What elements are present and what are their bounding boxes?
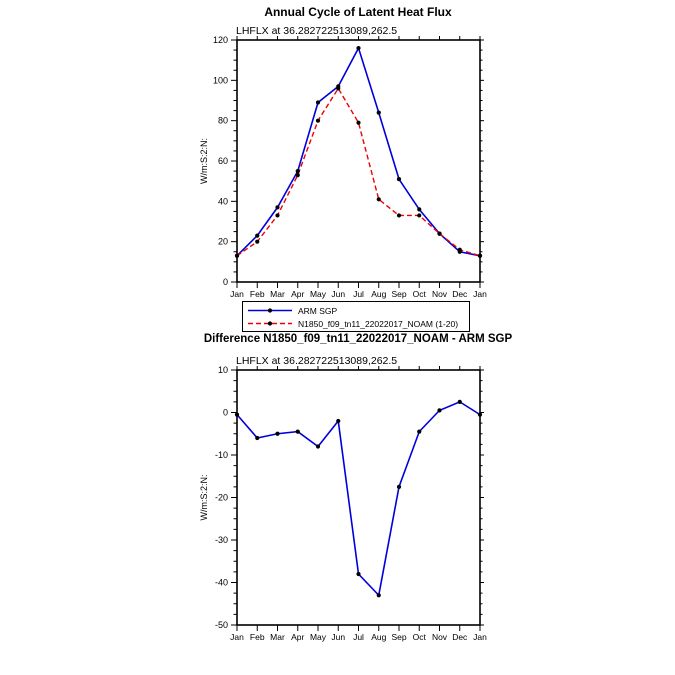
- svg-text:20: 20: [218, 237, 228, 247]
- svg-text:0: 0: [223, 408, 228, 418]
- svg-text:Jun: Jun: [331, 289, 345, 299]
- svg-text:Feb: Feb: [250, 632, 265, 642]
- top-chart-title: Annual Cycle of Latent Heat Flux: [264, 5, 452, 19]
- svg-text:60: 60: [218, 156, 228, 166]
- svg-text:Dec: Dec: [452, 632, 468, 642]
- svg-text:Jul: Jul: [353, 289, 364, 299]
- top-chart-plot: 0 20 40 60 80 100 120 Jan Feb Mar Apr May Jun Jul Aug S…: [199, 35, 487, 299]
- svg-text:Apr: Apr: [291, 289, 304, 299]
- svg-text:Sep: Sep: [391, 632, 406, 642]
- legend-item-model: N1850_f09_tn11_22022017_NOAM (1-20): [247, 317, 469, 330]
- svg-text:Nov: Nov: [432, 289, 448, 299]
- bottom-chart-plot: -50 -40 -30 -20 -10 0 10 Jan Feb Mar Apr May Jun Jul A…: [199, 365, 487, 642]
- svg-text:Sep: Sep: [391, 289, 406, 299]
- svg-text:W/m:S:2:N:: W/m:S:2:N:: [199, 138, 209, 184]
- svg-text:May: May: [310, 632, 327, 642]
- svg-text:Jun: Jun: [331, 632, 345, 642]
- svg-text:-10: -10: [215, 450, 228, 460]
- legend-label-arm-sgp: ARM SGP: [298, 305, 338, 316]
- bottom-chart-title: Difference N1850_f09_tn11_22022017_NOAM …: [203, 333, 513, 345]
- legend-marker-dot: [267, 308, 273, 313]
- svg-text:40: 40: [218, 196, 228, 206]
- legend-marker-dot: [267, 321, 273, 326]
- svg-text:Mar: Mar: [270, 289, 285, 299]
- svg-text:Oct: Oct: [413, 289, 427, 299]
- svg-text:-20: -20: [215, 493, 228, 503]
- svg-text:120: 120: [213, 35, 228, 45]
- svg-text:May: May: [310, 289, 327, 299]
- legend-sample-solid-line: [248, 308, 292, 313]
- top-chart-subtitle: LHFLX at 36.282722513089,262.5: [236, 25, 398, 37]
- svg-text:Jan: Jan: [230, 632, 244, 642]
- legend-box: ARM SGP N1850_f09_tn11_22022017_NOAM (1-…: [242, 301, 470, 332]
- svg-text:Jan: Jan: [473, 289, 487, 299]
- svg-text:Jan: Jan: [473, 632, 487, 642]
- legend-item-arm-sgp: ARM SGP: [247, 304, 469, 317]
- svg-text:Apr: Apr: [291, 632, 304, 642]
- svg-text:Dec: Dec: [452, 289, 468, 299]
- legend-sample-dashed-line: [248, 321, 292, 326]
- svg-text:Oct: Oct: [413, 632, 427, 642]
- svg-text:Aug: Aug: [371, 632, 386, 642]
- svg-text:100: 100: [213, 75, 228, 85]
- svg-text:Aug: Aug: [371, 289, 386, 299]
- svg-text:W/m:S:2:N:: W/m:S:2:N:: [199, 474, 209, 520]
- svg-text:Jul: Jul: [353, 632, 364, 642]
- legend-label-model: N1850_f09_tn11_22022017_NOAM (1-20): [298, 318, 459, 329]
- bottom-chart-subtitle: LHFLX at 36.282722513089,262.5: [236, 355, 398, 367]
- svg-text:-50: -50: [215, 620, 228, 630]
- svg-text:Feb: Feb: [250, 289, 265, 299]
- svg-text:0: 0: [223, 277, 228, 287]
- svg-text:Mar: Mar: [270, 632, 285, 642]
- svg-text:80: 80: [218, 116, 228, 126]
- svg-text:Jan: Jan: [230, 289, 244, 299]
- svg-text:10: 10: [218, 365, 228, 375]
- svg-text:-40: -40: [215, 578, 228, 588]
- svg-text:Nov: Nov: [432, 632, 448, 642]
- svg-text:-30: -30: [215, 535, 228, 545]
